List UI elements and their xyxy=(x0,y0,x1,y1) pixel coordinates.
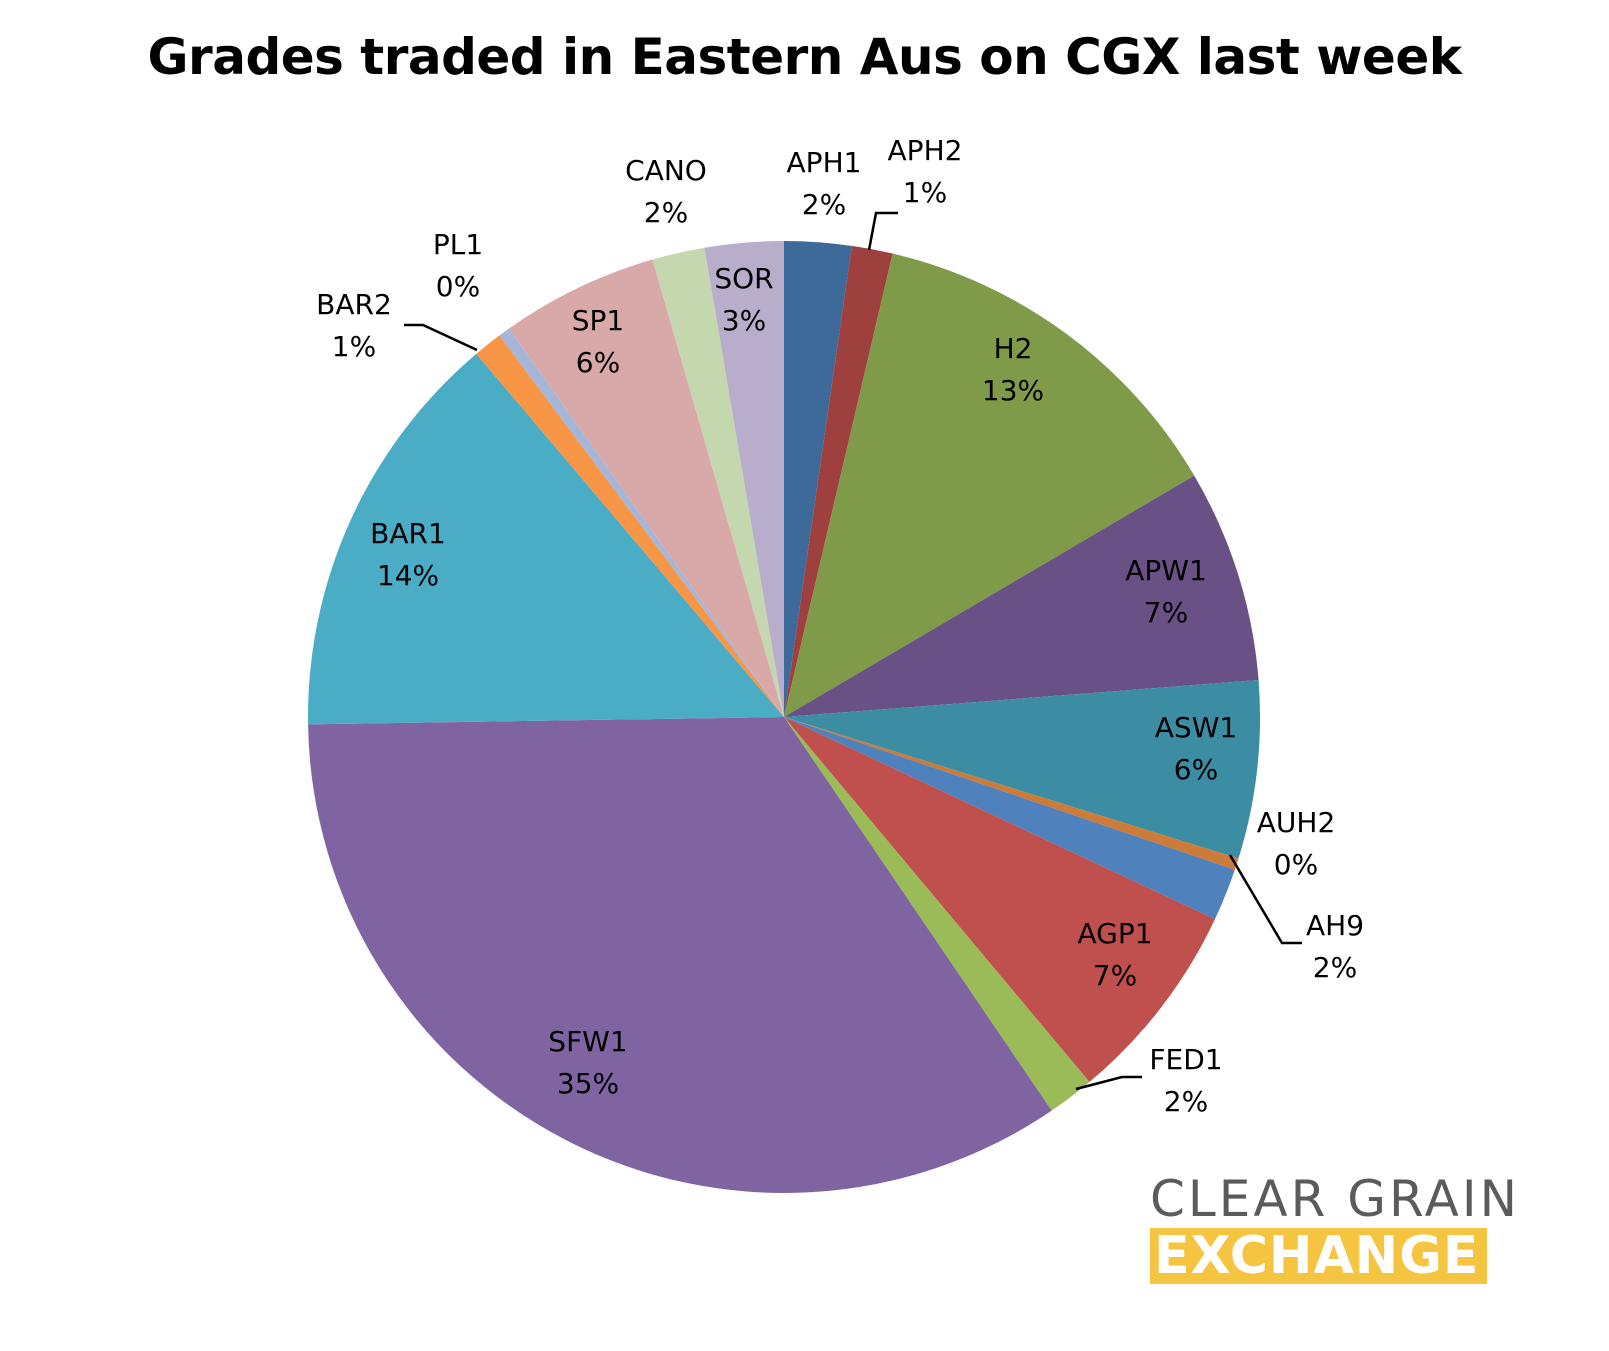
slice-percent-pl1: 0% xyxy=(436,270,480,303)
slice-h2 xyxy=(784,253,1195,718)
slice-percent-agp1: 7% xyxy=(1093,959,1137,992)
slice-name-aph2: APH2 xyxy=(888,134,963,167)
slice-name-h2: H2 xyxy=(994,332,1033,365)
slice-name-sp1: SP1 xyxy=(572,304,624,337)
slice-sfw1 xyxy=(308,717,1052,1193)
slice-sp1 xyxy=(509,259,784,717)
slice-cano xyxy=(652,247,784,717)
leader-line-fed1 xyxy=(1075,1075,1142,1091)
logo-text-line2: EXCHANGE xyxy=(1150,1228,1488,1284)
slice-sor xyxy=(704,241,784,717)
slice-name-pl1: PL1 xyxy=(433,228,483,261)
slice-auh2 xyxy=(784,717,1239,870)
slice-percent-asw1: 6% xyxy=(1174,753,1218,786)
slice-percent-bar1: 14% xyxy=(377,559,439,592)
leader-lines xyxy=(404,211,1302,1091)
slice-name-agp1: AGP1 xyxy=(1077,917,1152,950)
slice-name-cano: CANO xyxy=(625,154,707,187)
slice-percent-apw1: 7% xyxy=(1144,596,1188,629)
slice-apw1 xyxy=(784,475,1259,717)
slice-name-bar1: BAR1 xyxy=(370,517,446,550)
slice-bar2 xyxy=(476,335,784,717)
slice-asw1 xyxy=(784,680,1260,859)
slice-percent-bar2: 1% xyxy=(332,330,376,363)
slice-name-fed1: FED1 xyxy=(1149,1043,1222,1076)
slice-percent-ah9: 2% xyxy=(1313,951,1357,984)
slice-percent-sor: 3% xyxy=(722,304,766,337)
slice-aph1 xyxy=(784,241,852,717)
slice-percent-h2: 13% xyxy=(982,374,1044,407)
slice-fed1 xyxy=(784,717,1090,1111)
slice-name-aph1: APH1 xyxy=(787,146,862,179)
slice-percent-sfw1: 35% xyxy=(557,1067,619,1100)
leader-line-ah9 xyxy=(1228,854,1302,945)
slice-percent-cano: 2% xyxy=(644,196,688,229)
slice-name-auh2: AUH2 xyxy=(1257,806,1336,839)
slice-agp1 xyxy=(784,717,1215,1083)
slice-name-sor: SOR xyxy=(714,262,773,295)
pie-slices xyxy=(308,241,1260,1193)
slice-pl1 xyxy=(499,328,784,717)
chart-title: Grades traded in Eastern Aus on CGX last… xyxy=(147,28,1463,86)
clear-grain-exchange-logo: CLEAR GRAIN EXCHANGE xyxy=(1150,1170,1550,1284)
slice-name-ah9: AH9 xyxy=(1306,909,1364,942)
slice-labels: APH1 2% APH2 1% H2 13% APW1 7% ASW1 6% AUH2 0% AH9 2%… xyxy=(316,134,1364,1118)
leader-line-aph2 xyxy=(867,211,898,251)
slice-percent-auh2: 0% xyxy=(1274,848,1318,881)
leader-line-bar2 xyxy=(404,323,478,352)
slice-ah9 xyxy=(784,717,1235,920)
slice-aph2 xyxy=(784,245,893,718)
slice-bar1 xyxy=(308,353,784,725)
slice-percent-aph1: 2% xyxy=(802,188,846,221)
slice-percent-aph2: 1% xyxy=(903,176,947,209)
slice-percent-fed1: 2% xyxy=(1164,1085,1208,1118)
slice-name-asw1: ASW1 xyxy=(1155,711,1237,744)
slice-name-bar2: BAR2 xyxy=(316,288,392,321)
slice-name-sfw1: SFW1 xyxy=(548,1025,627,1058)
slice-name-apw1: APW1 xyxy=(1125,554,1207,587)
slice-percent-sp1: 6% xyxy=(576,346,620,379)
logo-text-line1: CLEAR GRAIN xyxy=(1150,1170,1521,1228)
